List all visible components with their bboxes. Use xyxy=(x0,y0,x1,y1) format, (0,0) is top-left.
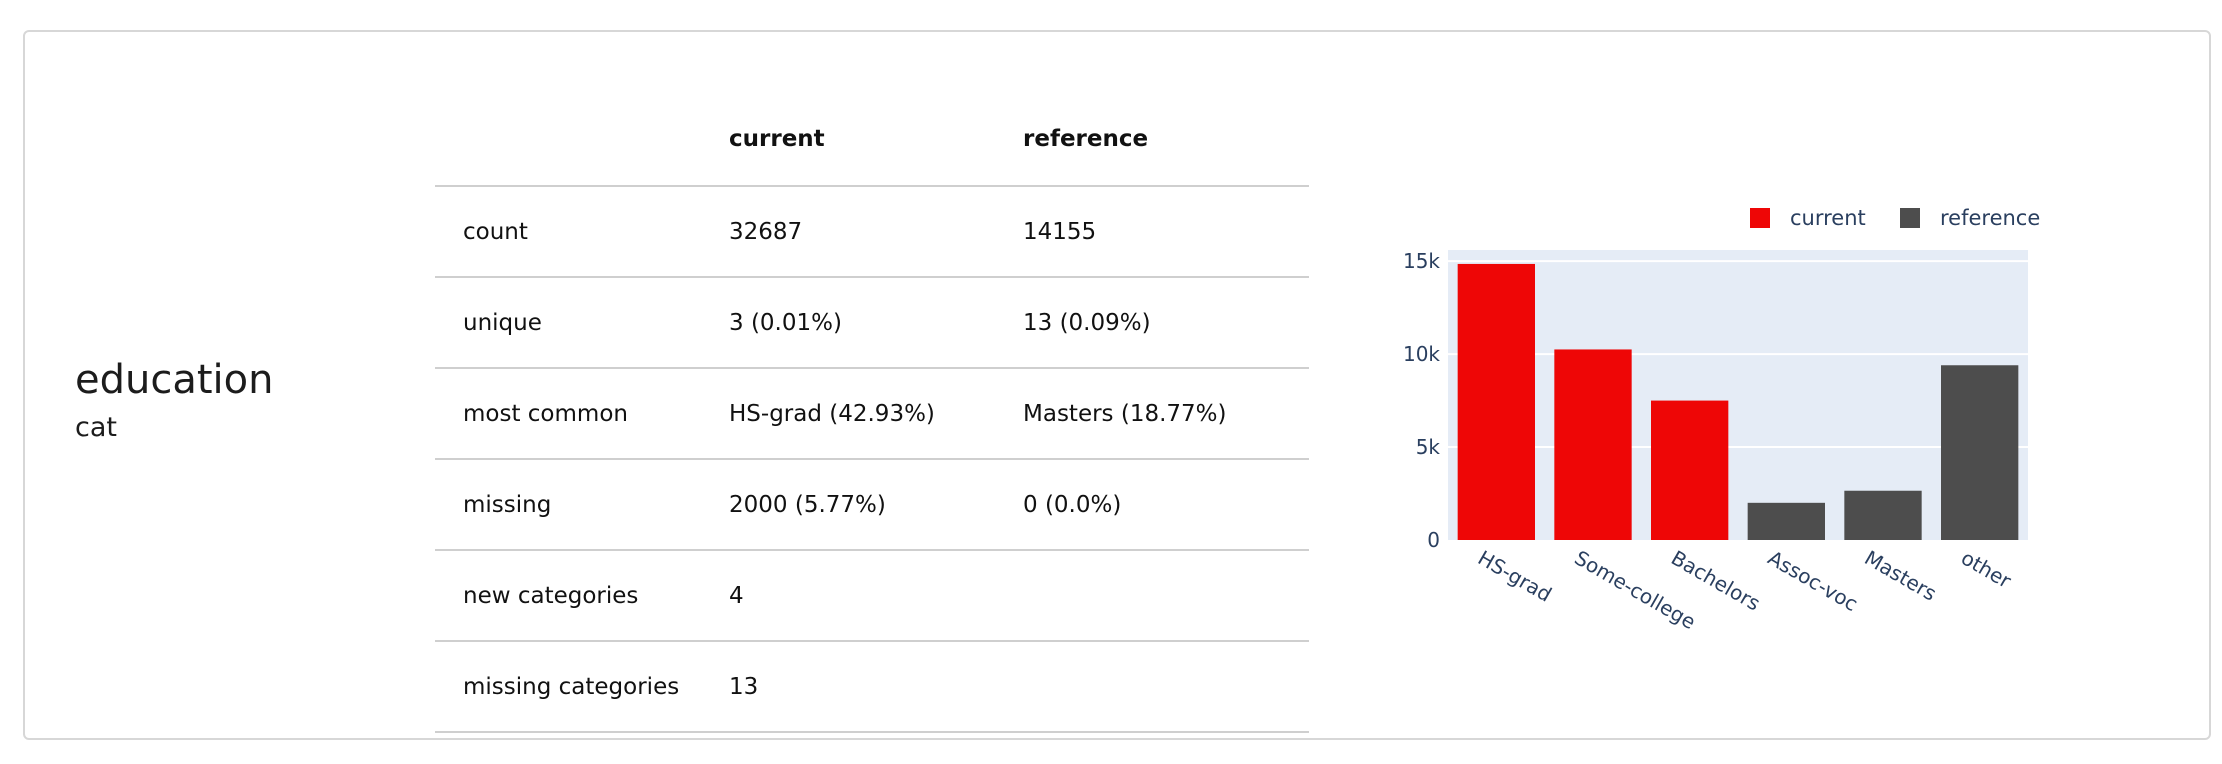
legend-label-current: current xyxy=(1790,206,1866,230)
legend-label-reference: reference xyxy=(1940,206,2041,230)
table-row: unique 3 (0.01%) 13 (0.09%) xyxy=(435,277,1309,368)
table-row: new categories 4 xyxy=(435,550,1309,641)
row-label: missing categories xyxy=(463,673,680,700)
column-header-label xyxy=(435,92,729,186)
legend-item-reference[interactable]: reference xyxy=(1900,206,2040,230)
feature-name: education xyxy=(75,357,274,403)
row-reference-value: 0 (0.0%) xyxy=(1023,491,1122,518)
row-label: unique xyxy=(463,309,542,336)
bar-reference[interactable] xyxy=(1844,490,1922,540)
row-current-value: 32687 xyxy=(729,218,803,245)
row-label: most common xyxy=(463,400,628,427)
y-tick-label: 15k xyxy=(1403,249,1440,273)
row-current-value: 4 xyxy=(729,582,744,609)
plot-background xyxy=(1448,250,2028,540)
row-reference-value xyxy=(1023,550,1309,641)
column-header-reference: reference xyxy=(1023,125,1149,152)
table-header-row: current reference xyxy=(435,92,1309,186)
legend-swatch-current xyxy=(1750,208,1770,228)
row-current-value: 3 (0.01%) xyxy=(729,309,842,336)
table-row: most common HS-grad (42.93%) Masters (18… xyxy=(435,368,1309,459)
row-current-value: 13 xyxy=(729,673,759,700)
row-current-value: 2000 (5.77%) xyxy=(729,491,886,518)
row-reference-value: 14155 xyxy=(1023,218,1097,245)
row-label: count xyxy=(463,218,528,245)
table-row: missing 2000 (5.77%) 0 (0.0%) xyxy=(435,459,1309,550)
row-label: missing xyxy=(463,491,552,518)
column-header-current: current xyxy=(729,125,825,152)
row-reference-value: 13 (0.09%) xyxy=(1023,309,1151,336)
x-tick-label: other xyxy=(1957,546,2016,594)
legend-swatch-reference xyxy=(1900,208,1920,228)
bar-current[interactable] xyxy=(1554,349,1632,540)
x-tick-label: HS-grad xyxy=(1474,546,1556,607)
table-row: count 32687 14155 xyxy=(435,186,1309,277)
feature-header: education cat xyxy=(75,357,273,445)
x-tick-label: Masters xyxy=(1861,546,1941,606)
bar-reference[interactable] xyxy=(1941,365,2019,540)
bar-current[interactable] xyxy=(1651,400,1729,540)
table-row: missing categories 13 xyxy=(435,641,1309,732)
legend-item-current[interactable]: current xyxy=(1750,206,1866,230)
row-reference-value: Masters (18.77%) xyxy=(1023,400,1227,427)
y-tick-label: 0 xyxy=(1427,528,1440,552)
stats-table: current reference count 32687 14155 uniq… xyxy=(435,92,1309,733)
row-reference-value xyxy=(1023,641,1309,732)
x-tick-label: Assoc-voc xyxy=(1764,546,1862,617)
bar-reference[interactable] xyxy=(1747,502,1825,540)
y-tick-label: 5k xyxy=(1416,435,1441,459)
y-tick-label: 10k xyxy=(1403,342,1440,366)
distribution-chart: current reference 0 5k 10k 15k HS-grad Some-c… xyxy=(1370,190,2130,644)
feature-type: cat xyxy=(75,412,117,443)
row-label: new categories xyxy=(463,582,639,609)
bar-current[interactable] xyxy=(1457,263,1535,540)
row-current-value: HS-grad (42.93%) xyxy=(729,400,935,427)
